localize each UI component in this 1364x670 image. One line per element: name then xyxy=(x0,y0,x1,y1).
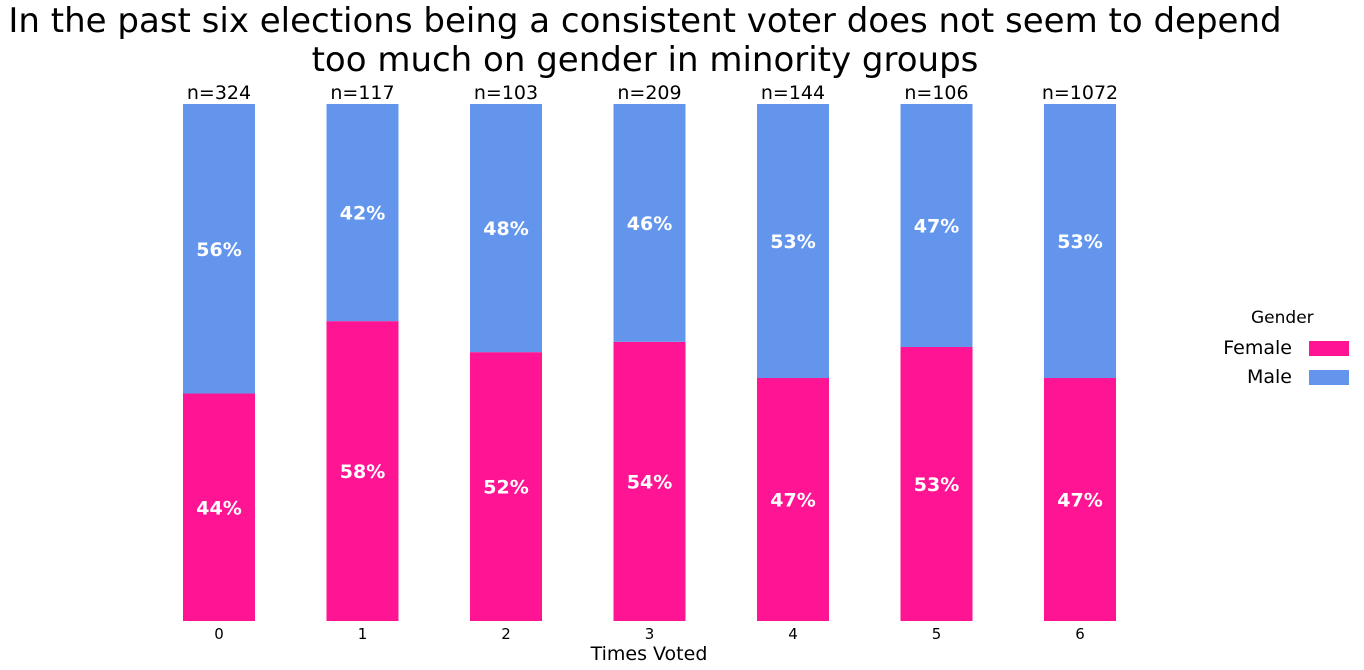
chart-title-line-1: In the past six elections being a consis… xyxy=(8,1,1282,41)
chart-title-line-2: too much on gender in minority groups xyxy=(311,40,979,80)
data-label-male-1: 42% xyxy=(340,203,385,225)
legend-item-male: Male xyxy=(1200,366,1360,390)
bar-female-5 xyxy=(900,346,973,621)
data-label-female-6: 47% xyxy=(1057,490,1102,512)
legend-label-male: Male xyxy=(1246,366,1292,388)
x-tick-label-6: 6 xyxy=(1075,625,1085,643)
data-label-male-2: 48% xyxy=(483,218,528,240)
x-tick-label-4: 4 xyxy=(788,625,798,643)
bar-male-3 xyxy=(613,104,686,342)
x-tick-label-1: 1 xyxy=(358,625,368,643)
sample-size-label-3: n=209 xyxy=(617,82,681,104)
x-tick-label-3: 3 xyxy=(645,625,655,643)
data-label-female-4: 47% xyxy=(770,490,815,512)
legend-swatch-female xyxy=(1309,341,1349,356)
bar-male-0 xyxy=(183,104,255,394)
data-label-male-3: 46% xyxy=(627,213,672,235)
bar-male-5 xyxy=(900,104,973,347)
bar-male-4 xyxy=(757,104,829,379)
x-tick-label-5: 5 xyxy=(932,625,942,643)
data-label-male-6: 53% xyxy=(1057,231,1102,253)
x-tick-label-2: 2 xyxy=(501,625,511,643)
data-label-male-4: 53% xyxy=(770,231,815,253)
data-label-female-5: 53% xyxy=(914,474,959,496)
chart-title: In the past six elections being a consis… xyxy=(0,2,1290,80)
sample-size-label-0: n=324 xyxy=(187,82,251,104)
legend-item-female: Female xyxy=(1200,337,1360,361)
bar-female-2 xyxy=(470,352,542,621)
labels-layer: 44% 56% n=324 0 58% 42% n=117 1 52% 48% n=103 2 54% 4… xyxy=(187,82,1118,643)
sample-size-label-6: n=1072 xyxy=(1042,82,1118,104)
bar-female-4 xyxy=(757,378,829,621)
legend-title: Gender xyxy=(1251,308,1314,328)
data-label-female-1: 58% xyxy=(340,461,385,483)
bar-female-6 xyxy=(1044,378,1116,621)
bar-male-2 xyxy=(470,104,542,353)
legend-swatch-male xyxy=(1309,370,1349,385)
data-label-female-3: 54% xyxy=(627,471,672,493)
bar-female-0 xyxy=(183,393,255,621)
legend-label-female: Female xyxy=(1223,337,1292,359)
sample-size-label-4: n=144 xyxy=(761,82,825,104)
sample-size-label-5: n=106 xyxy=(904,82,968,104)
bar-male-1 xyxy=(326,104,399,322)
data-label-female-0: 44% xyxy=(196,497,241,519)
data-label-female-2: 52% xyxy=(483,477,528,499)
bar-female-3 xyxy=(613,341,686,621)
bar-female-1 xyxy=(326,321,399,621)
data-label-male-0: 56% xyxy=(196,239,241,261)
bars-layer xyxy=(183,104,1116,621)
data-label-male-5: 47% xyxy=(914,215,959,237)
sample-size-label-1: n=117 xyxy=(330,82,394,104)
x-tick-label-0: 0 xyxy=(214,625,224,643)
sample-size-label-2: n=103 xyxy=(474,82,538,104)
bar-male-6 xyxy=(1044,104,1116,379)
x-axis-label: Times Voted xyxy=(590,643,708,665)
